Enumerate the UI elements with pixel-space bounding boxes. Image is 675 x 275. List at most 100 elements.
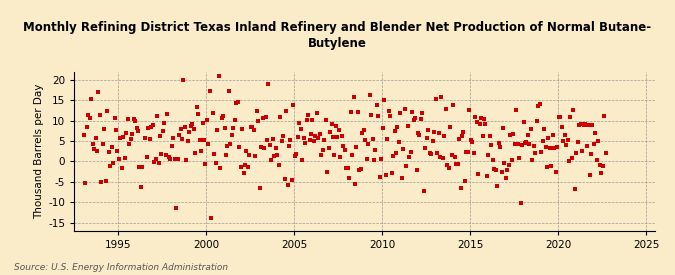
Point <box>172 157 183 161</box>
Point <box>545 145 556 150</box>
Point <box>240 163 250 167</box>
Point <box>111 128 122 132</box>
Point <box>122 117 133 121</box>
Point <box>81 125 92 129</box>
Point <box>401 164 412 169</box>
Point <box>376 157 387 162</box>
Point <box>326 122 337 127</box>
Point <box>228 126 239 130</box>
Point <box>331 123 342 128</box>
Point <box>379 98 389 102</box>
Point <box>554 115 564 119</box>
Point <box>480 122 491 127</box>
Point <box>430 97 441 101</box>
Point <box>344 176 354 181</box>
Point <box>105 163 115 168</box>
Point <box>370 148 381 152</box>
Point <box>464 108 475 112</box>
Point <box>259 146 269 150</box>
Point <box>549 146 560 150</box>
Point <box>392 125 403 129</box>
Point <box>238 170 249 175</box>
Point <box>250 154 261 158</box>
Point <box>347 153 358 157</box>
Point <box>165 156 176 161</box>
Point <box>332 135 343 139</box>
Point <box>101 179 111 183</box>
Point <box>102 109 113 114</box>
Point <box>380 173 391 178</box>
Point <box>131 126 142 130</box>
Point <box>558 139 568 144</box>
Point <box>231 101 242 106</box>
Point <box>230 118 240 122</box>
Point <box>177 137 188 141</box>
Point <box>190 151 200 155</box>
Point <box>435 155 446 159</box>
Y-axis label: Thousand Barrels per Day: Thousand Barrels per Day <box>34 84 44 219</box>
Point <box>525 127 536 131</box>
Point <box>130 119 140 124</box>
Point <box>84 116 95 120</box>
Point <box>389 128 400 133</box>
Point <box>589 142 599 146</box>
Point <box>207 111 218 116</box>
Point <box>323 146 334 151</box>
Point <box>348 95 359 99</box>
Point <box>187 121 198 126</box>
Point <box>146 125 157 129</box>
Point <box>511 108 522 113</box>
Point <box>398 147 409 151</box>
Point <box>173 133 184 137</box>
Point <box>272 153 283 157</box>
Point <box>462 150 473 155</box>
Point <box>407 109 418 114</box>
Point <box>213 74 224 79</box>
Point <box>307 117 318 122</box>
Point <box>301 118 312 122</box>
Point <box>336 134 347 138</box>
Point <box>159 121 170 125</box>
Point <box>113 157 124 161</box>
Point <box>281 109 292 113</box>
Point <box>411 168 422 172</box>
Point <box>184 130 194 134</box>
Point <box>115 136 126 140</box>
Point <box>499 161 510 165</box>
Point <box>169 156 180 161</box>
Point <box>597 164 608 169</box>
Point <box>487 158 498 163</box>
Point <box>552 145 563 150</box>
Point <box>580 122 591 127</box>
Point <box>248 128 259 132</box>
Point <box>574 123 585 127</box>
Point <box>439 134 450 138</box>
Point <box>458 130 469 134</box>
Point <box>404 155 414 159</box>
Point <box>128 117 139 122</box>
Point <box>109 116 120 120</box>
Point <box>358 127 369 132</box>
Point <box>421 136 432 141</box>
Point <box>489 167 500 171</box>
Point <box>561 143 572 148</box>
Point <box>308 139 319 143</box>
Point <box>479 117 489 121</box>
Point <box>383 109 394 113</box>
Point <box>288 103 299 107</box>
Point <box>219 126 230 131</box>
Point <box>468 151 479 156</box>
Point <box>395 111 406 115</box>
Point <box>285 138 296 142</box>
Point <box>341 166 352 170</box>
Point <box>506 157 517 162</box>
Point <box>310 134 321 138</box>
Point <box>375 175 385 179</box>
Point <box>417 111 428 115</box>
Point <box>452 161 463 166</box>
Point <box>202 118 213 122</box>
Point <box>181 158 192 162</box>
Point <box>166 144 177 148</box>
Point <box>450 155 460 160</box>
Point <box>313 136 324 140</box>
